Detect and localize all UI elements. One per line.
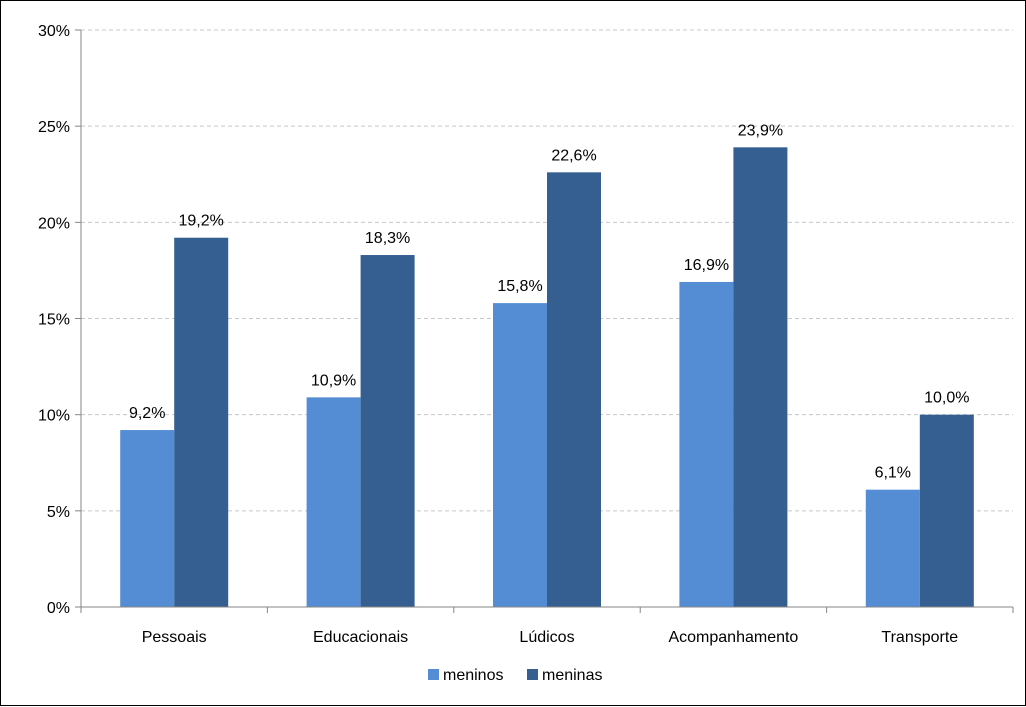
bar-meninos	[679, 281, 734, 607]
legend-label: meninos	[443, 667, 503, 684]
legend-swatch-meninos	[428, 669, 439, 680]
x-tick-label: Educacionais	[313, 629, 408, 646]
y-tick-label: 5%	[47, 504, 70, 521]
y-tick-label: 10%	[38, 408, 70, 425]
data-label: 16,9%	[684, 257, 729, 274]
bar-meninos	[306, 397, 361, 607]
bar-meninas	[547, 172, 601, 607]
x-tick-label: Transporte	[881, 629, 958, 646]
data-label: 18,3%	[365, 230, 410, 247]
y-tick-label: 25%	[38, 119, 70, 136]
bar-meninos	[493, 303, 547, 607]
y-tick-label: 30%	[38, 23, 70, 40]
legend-label: meninas	[542, 667, 602, 684]
bar-meninas	[360, 255, 415, 607]
bar-meninos	[120, 430, 175, 607]
y-tick-label: 15%	[38, 312, 70, 329]
data-label: 23,9%	[738, 122, 783, 139]
data-label: 19,2%	[179, 213, 224, 230]
legend-swatch-meninas	[527, 669, 538, 680]
x-tick-label: Acompanhamento	[668, 629, 798, 646]
bar-meninos	[865, 489, 920, 607]
data-label: 9,2%	[129, 405, 165, 422]
data-label: 15,8%	[497, 278, 542, 295]
y-tick-label: 20%	[38, 215, 70, 232]
data-label: 10,0%	[924, 390, 969, 407]
data-label: 22,6%	[551, 147, 596, 164]
bar-meninas	[174, 237, 229, 607]
bar-meninas	[919, 414, 974, 607]
data-label: 6,1%	[875, 465, 911, 482]
x-tick-label: Pessoais	[142, 629, 207, 646]
bar-meninas	[733, 147, 788, 607]
x-tick-label: Lúdicos	[519, 629, 574, 646]
y-tick-label: 0%	[47, 600, 70, 617]
data-label: 10,9%	[311, 372, 356, 389]
